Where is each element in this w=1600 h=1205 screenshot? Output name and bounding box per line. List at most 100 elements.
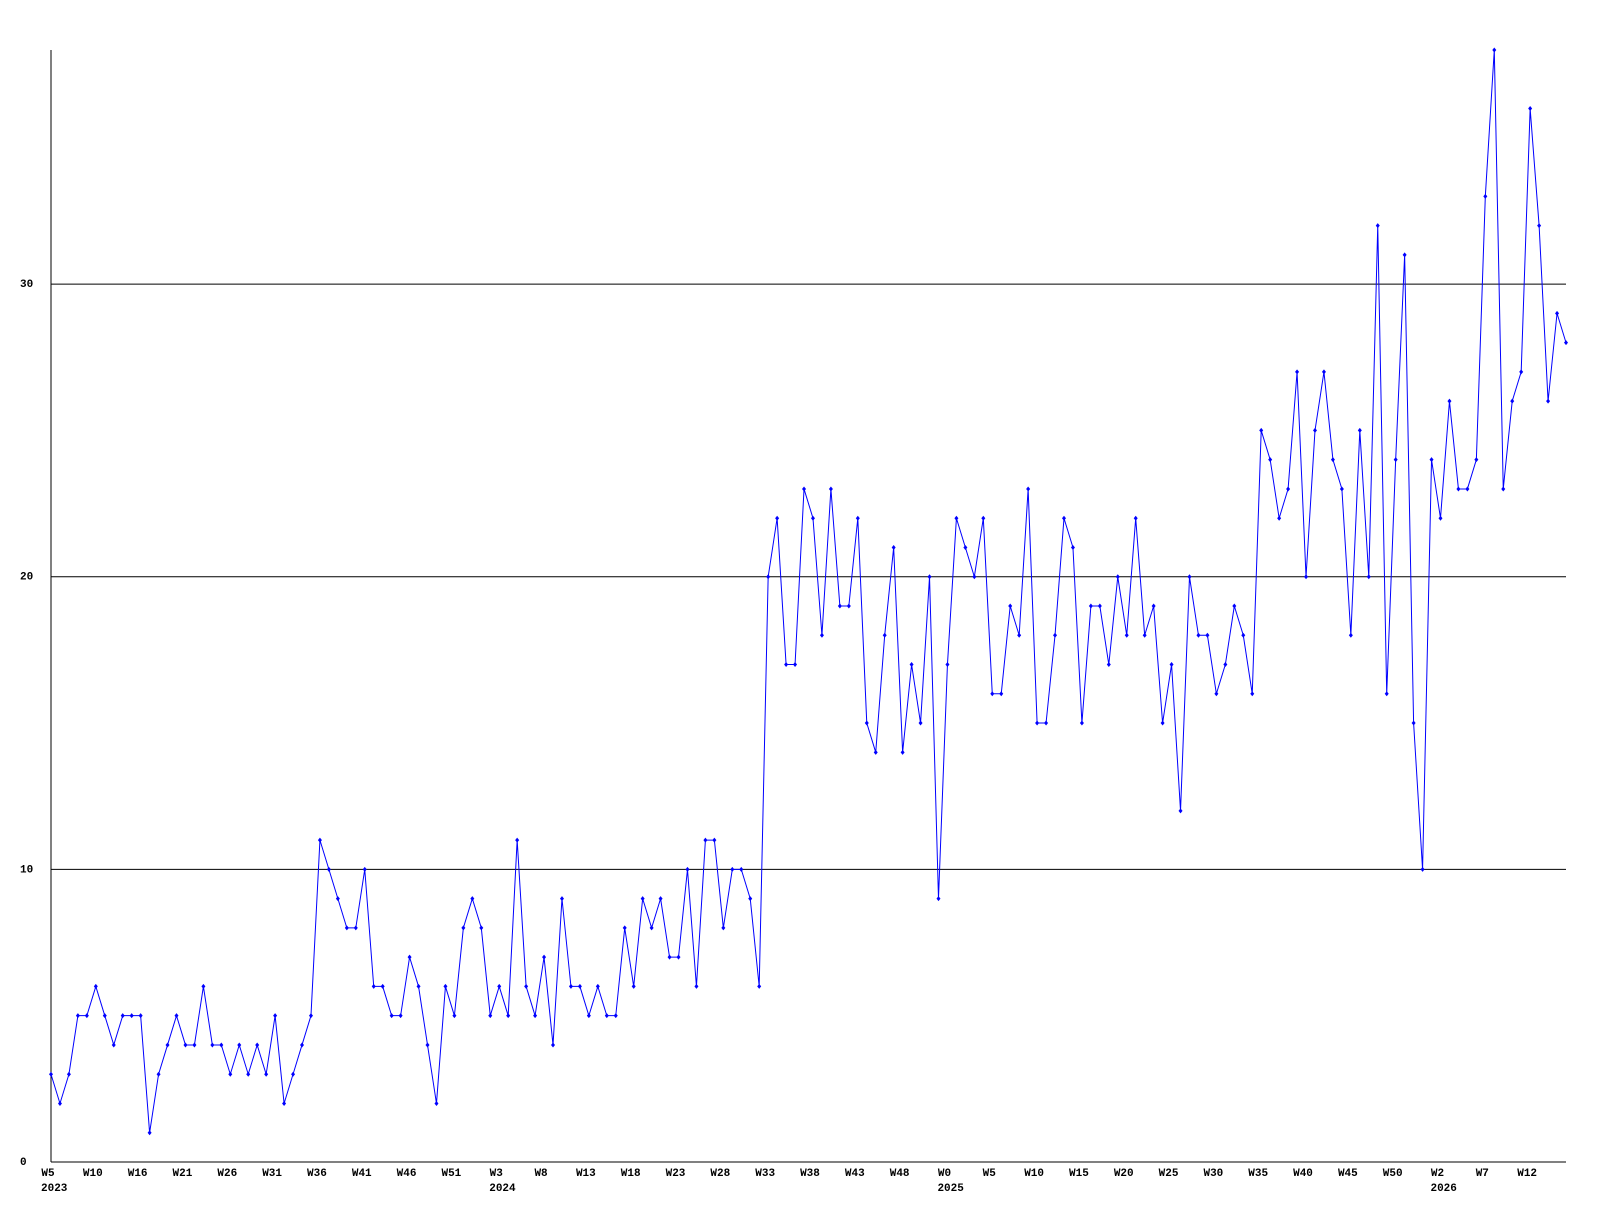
point (1501, 486, 1506, 492)
point (694, 983, 699, 989)
point (1035, 720, 1040, 726)
x-tick-label: W10 (1024, 1168, 1044, 1180)
x-tick-label: W12 (1517, 1168, 1537, 1180)
point (264, 1071, 269, 1077)
point (1151, 603, 1156, 609)
x-tick-label: W21 (173, 1168, 193, 1180)
point (443, 983, 448, 989)
point (210, 1042, 215, 1048)
point (757, 983, 762, 989)
point (559, 896, 564, 902)
point (721, 925, 726, 931)
point (819, 632, 824, 638)
point (1312, 427, 1317, 433)
point (631, 983, 636, 989)
point (972, 574, 977, 580)
point (255, 1042, 260, 1048)
point (120, 1013, 125, 1019)
x-tick-label: W31 (262, 1168, 282, 1180)
point (640, 896, 645, 902)
point (649, 925, 654, 931)
point (604, 1013, 609, 1019)
y-tick-label: 0 (20, 1157, 27, 1169)
point (810, 515, 815, 521)
point (784, 662, 789, 668)
point (308, 1013, 313, 1019)
point (1519, 369, 1524, 375)
point (111, 1042, 116, 1048)
point (1330, 457, 1335, 463)
point (1124, 632, 1129, 638)
point (1106, 662, 1111, 668)
point (676, 954, 681, 960)
point (882, 632, 887, 638)
year-label: 2026 (1430, 1183, 1456, 1195)
point (416, 983, 421, 989)
point (228, 1071, 233, 1077)
point (129, 1013, 134, 1019)
point (1402, 252, 1407, 258)
point (1393, 457, 1398, 463)
point (1348, 632, 1353, 638)
point (613, 1013, 618, 1019)
point (622, 925, 627, 931)
point (174, 1013, 179, 1019)
point (524, 983, 529, 989)
point (1026, 486, 1031, 492)
point (353, 925, 358, 931)
point (1268, 457, 1273, 463)
point (1555, 310, 1560, 316)
point (246, 1071, 251, 1077)
point (586, 1013, 591, 1019)
x-tick-label: W5 (41, 1168, 55, 1180)
point (1465, 486, 1470, 492)
point (1321, 369, 1326, 375)
point (138, 1013, 143, 1019)
point (75, 1013, 80, 1019)
year-label: 2024 (489, 1183, 516, 1195)
point (793, 662, 798, 668)
point (963, 544, 968, 550)
point (1044, 720, 1049, 726)
point (1447, 398, 1452, 404)
point (1537, 223, 1542, 229)
point (147, 1130, 152, 1136)
point (775, 515, 780, 521)
point (1429, 457, 1434, 463)
point (1061, 515, 1066, 521)
point (398, 1013, 403, 1019)
x-tick-label: W41 (352, 1168, 372, 1180)
point (855, 515, 860, 521)
point (936, 896, 941, 902)
point (183, 1042, 188, 1048)
point (434, 1100, 439, 1106)
point (1097, 603, 1102, 609)
point (362, 866, 367, 872)
point (291, 1071, 296, 1077)
point (577, 983, 582, 989)
point (1304, 574, 1309, 580)
point (1384, 691, 1389, 697)
point (84, 1013, 89, 1019)
x-tick-label: W0 (938, 1168, 951, 1180)
point (1483, 193, 1488, 199)
point (479, 925, 484, 931)
point (515, 837, 520, 843)
x-tick-label: W50 (1383, 1168, 1403, 1180)
point (57, 1100, 62, 1106)
point (93, 983, 98, 989)
point (900, 749, 905, 755)
point (739, 866, 744, 872)
point (1070, 544, 1075, 550)
point (371, 983, 376, 989)
point (1187, 574, 1192, 580)
point (425, 1042, 430, 1048)
point (1339, 486, 1344, 492)
point (667, 954, 672, 960)
x-tick-label: W46 (397, 1168, 417, 1180)
x-tick-label: W15 (1069, 1168, 1089, 1180)
point (1420, 866, 1425, 872)
point (1133, 515, 1138, 521)
point (1438, 515, 1443, 521)
